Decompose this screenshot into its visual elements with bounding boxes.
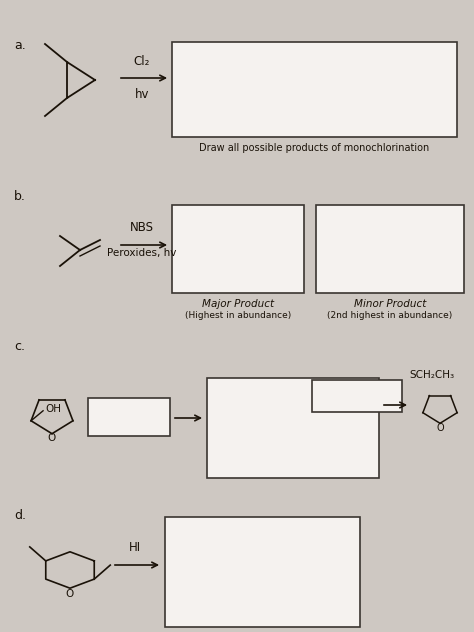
Bar — [172, 205, 304, 293]
Text: d.: d. — [14, 509, 26, 522]
Text: Peroxides, hv: Peroxides, hv — [107, 248, 177, 258]
Text: c.: c. — [14, 340, 25, 353]
Bar — [316, 205, 464, 293]
Text: Minor Product: Minor Product — [354, 299, 426, 309]
Text: NBS: NBS — [130, 221, 154, 234]
Bar — [172, 42, 457, 137]
Text: Major Product: Major Product — [202, 299, 274, 309]
Bar — [207, 378, 379, 478]
Text: (2nd highest in abundance): (2nd highest in abundance) — [328, 311, 453, 320]
Text: SCH₂CH₃: SCH₂CH₃ — [410, 370, 455, 380]
Text: (Highest in abundance): (Highest in abundance) — [185, 311, 291, 320]
Bar — [88, 398, 170, 436]
Text: b.: b. — [14, 190, 26, 203]
Text: O: O — [66, 589, 74, 599]
Text: a.: a. — [14, 39, 26, 52]
Text: O: O — [436, 423, 444, 433]
Bar — [312, 380, 402, 412]
Text: Cl₂: Cl₂ — [134, 55, 150, 68]
Text: O: O — [48, 433, 56, 443]
Bar — [165, 517, 360, 627]
Text: HI: HI — [129, 541, 141, 554]
Text: OH: OH — [45, 404, 61, 414]
Text: hv: hv — [135, 88, 149, 101]
Text: Draw all possible products of monochlorination: Draw all possible products of monochlori… — [199, 143, 429, 153]
